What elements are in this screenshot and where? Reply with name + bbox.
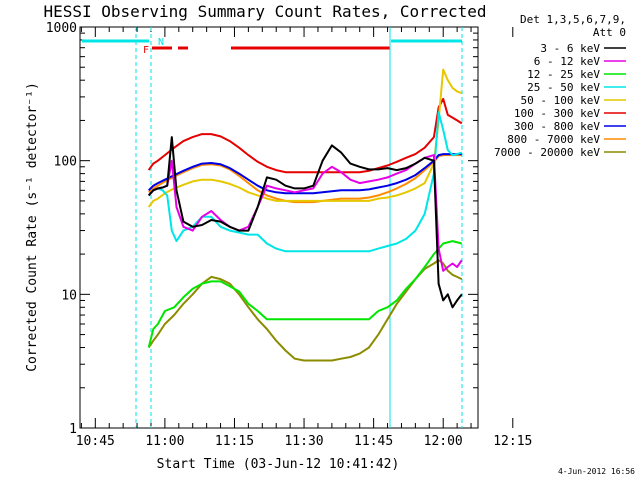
series-line-50-100-kev [147, 68, 463, 208]
x-tick-label: 12:00 [424, 434, 463, 449]
legend-header-2: Att 0 [593, 26, 626, 39]
y-axis-label-text: Corrected Count Rate (s⁻¹ detector⁻¹) [25, 82, 40, 372]
legend-label: 50 - 100 keV [521, 94, 601, 107]
x-tick-label: 11:45 [354, 434, 393, 449]
series-line-6-12-kev [147, 154, 463, 272]
x-axis-label: Start Time (03-Jun-12 10:41:42) [157, 457, 400, 472]
legend-header-1: Det 1,3,5,6,7,9, [520, 13, 626, 26]
y-tick-label: 100 [54, 155, 77, 170]
plot-area: 1 10 100 1000 10:45 11:00 11:15 11:30 11:45 12:00… [46, 21, 533, 449]
y-tick-label: 1000 [46, 21, 77, 36]
y-axis-label: Corrected Count Rate (s⁻¹ detector⁻¹) [25, 82, 40, 372]
legend-label: 6 - 12 keV [534, 55, 601, 68]
x-tick-label: 11:00 [145, 434, 184, 449]
legend-label: 25 - 50 keV [527, 81, 600, 94]
series-line-800-7000-kev [148, 154, 462, 204]
flare-flag-label: F [143, 45, 149, 56]
series-line-300-800-kev [147, 153, 462, 195]
chart-title: HESSI Observing Summary Count Rates, Cor… [43, 2, 486, 21]
timestamp: 4-Jun-2012 16:56 [558, 467, 635, 476]
series-line-7000-20000-kev [147, 259, 463, 362]
legend-label: 800 - 7000 keV [507, 133, 600, 146]
series-line-12-25-kev [147, 240, 463, 348]
x-tick-label: 11:30 [284, 434, 323, 449]
x-tick-label: 12:15 [493, 434, 532, 449]
y-tick-label: 10 [61, 288, 77, 303]
x-tick-label: 11:15 [215, 434, 254, 449]
legend-label: 300 - 800 keV [514, 120, 600, 133]
series-line-100-300-kev [147, 97, 463, 174]
series-line-3-6-kev [147, 136, 463, 309]
legend-label: 100 - 300 keV [514, 107, 600, 120]
legend-label: 7000 - 20000 keV [494, 146, 600, 159]
plot-frame [79, 26, 479, 429]
x-tick-label: 10:45 [76, 434, 115, 449]
legend-label: 3 - 6 keV [540, 42, 600, 55]
series-line-25-50-kev [147, 111, 463, 253]
y-tick-label: 1 [69, 422, 77, 437]
legend-label: 12 - 25 keV [527, 68, 600, 81]
night-flag-label: N [158, 37, 164, 48]
